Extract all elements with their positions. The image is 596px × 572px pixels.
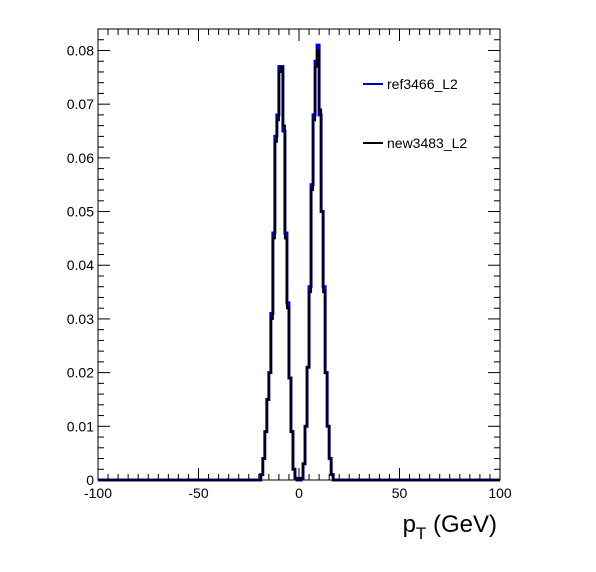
x-tick-label: 100 — [488, 485, 512, 501]
y-tick-label: 0.04 — [67, 257, 94, 273]
series-layer — [98, 43, 500, 482]
legend: ref3466_L2 new3483_L2 — [356, 60, 492, 168]
y-tick-label: 0.06 — [67, 150, 94, 166]
x-tick-label: 0 — [295, 485, 303, 501]
x-axis-title: pT (GeV) — [403, 511, 497, 543]
legend-label: new3483_L2 — [387, 135, 467, 151]
y-tick-label: 0.05 — [67, 204, 94, 220]
y-tick-label: 0.03 — [67, 311, 94, 327]
y-tick-label: 0.01 — [67, 418, 94, 434]
x-tick-label: -50 — [188, 485, 208, 501]
x-tick-label: -100 — [84, 485, 112, 501]
y-tick-label: 0 — [86, 472, 94, 488]
legend-box — [356, 60, 492, 168]
y-tick-label: 0.02 — [67, 365, 94, 381]
axis-ticks: -100 -50 0 50 100 0 0.01 0.02 0.03 0.04 0.05 0.06 0.… — [67, 28, 512, 501]
y-tick-label: 0.07 — [67, 96, 94, 112]
x-tick-label: 50 — [392, 485, 408, 501]
legend-label: ref3466_L2 — [387, 76, 458, 92]
series-line-new3483_L2 — [98, 49, 500, 481]
y-tick-label: 0.08 — [67, 42, 94, 58]
